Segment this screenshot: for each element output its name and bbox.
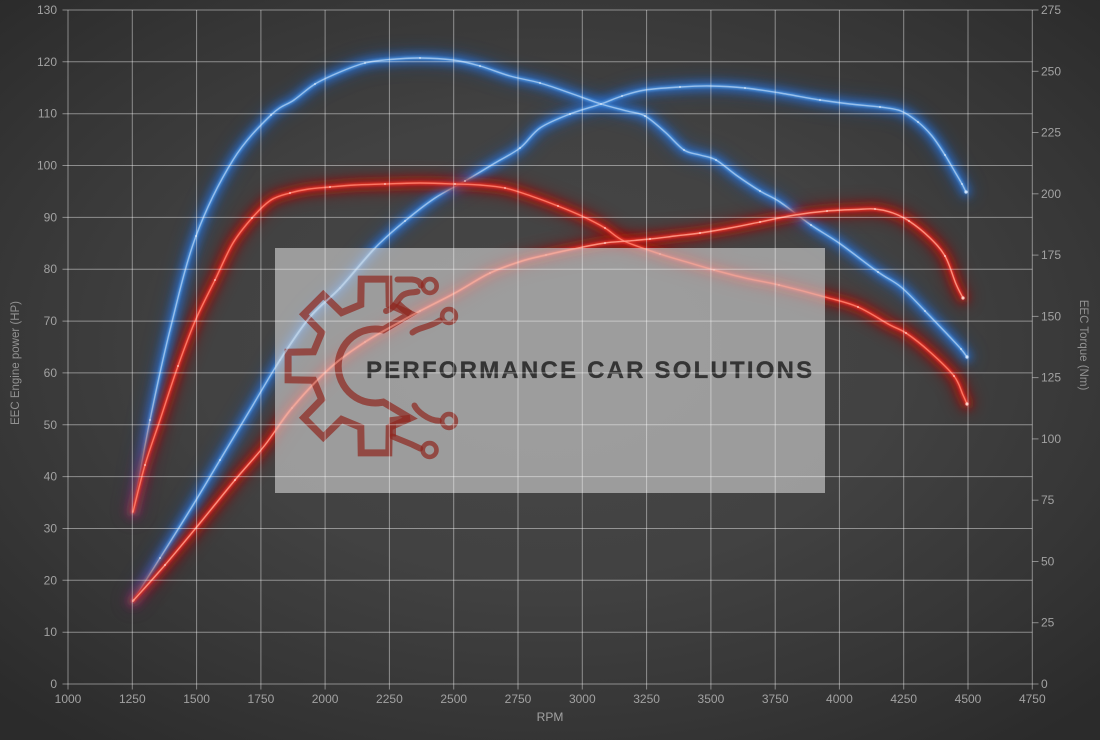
svg-text:4750: 4750 (1019, 692, 1046, 706)
svg-text:0: 0 (1041, 677, 1048, 691)
svg-text:1000: 1000 (55, 692, 82, 706)
svg-text:30: 30 (44, 522, 58, 536)
svg-text:125: 125 (1041, 371, 1061, 385)
svg-text:110: 110 (38, 107, 57, 121)
svg-text:2000: 2000 (312, 692, 339, 706)
svg-text:20: 20 (44, 573, 58, 587)
svg-text:4250: 4250 (890, 692, 917, 706)
svg-text:200: 200 (1041, 187, 1061, 201)
svg-text:50: 50 (1041, 555, 1055, 569)
svg-text:2500: 2500 (440, 692, 467, 706)
svg-text:3250: 3250 (633, 692, 660, 706)
svg-text:80: 80 (44, 262, 58, 276)
svg-text:120: 120 (37, 55, 57, 69)
svg-text:PERFORMANCE CAR SOLUTIONS: PERFORMANCE CAR SOLUTIONS (366, 357, 814, 384)
svg-text:1500: 1500 (183, 692, 210, 706)
svg-text:100: 100 (1041, 432, 1061, 446)
svg-text:EEC Engine power (HP): EEC Engine power (HP) (10, 301, 22, 425)
svg-text:3500: 3500 (698, 692, 725, 706)
svg-text:1750: 1750 (248, 692, 275, 706)
svg-text:2250: 2250 (376, 692, 403, 706)
svg-text:40: 40 (44, 470, 58, 484)
svg-text:0: 0 (50, 677, 57, 691)
svg-text:25: 25 (1041, 616, 1055, 630)
svg-text:50: 50 (44, 418, 58, 432)
svg-text:70: 70 (44, 314, 58, 328)
svg-text:4500: 4500 (955, 692, 982, 706)
svg-text:10: 10 (44, 625, 58, 639)
svg-text:3000: 3000 (569, 692, 596, 706)
svg-text:175: 175 (1041, 248, 1061, 262)
svg-text:EEC Torque (Nm): EEC Torque (Nm) (1077, 300, 1089, 391)
svg-text:130: 130 (37, 3, 57, 17)
svg-text:3750: 3750 (762, 692, 789, 706)
svg-text:4000: 4000 (826, 692, 853, 706)
svg-text:75: 75 (1041, 493, 1055, 507)
svg-text:150: 150 (1041, 309, 1061, 323)
svg-text:100: 100 (37, 159, 57, 173)
svg-text:225: 225 (1041, 126, 1061, 140)
svg-text:60: 60 (44, 366, 58, 380)
svg-text:RPM: RPM (537, 710, 564, 724)
svg-text:90: 90 (44, 210, 58, 224)
svg-text:275: 275 (1041, 3, 1061, 17)
svg-text:1250: 1250 (119, 692, 146, 706)
svg-text:250: 250 (1041, 64, 1061, 78)
svg-text:2750: 2750 (505, 692, 532, 706)
